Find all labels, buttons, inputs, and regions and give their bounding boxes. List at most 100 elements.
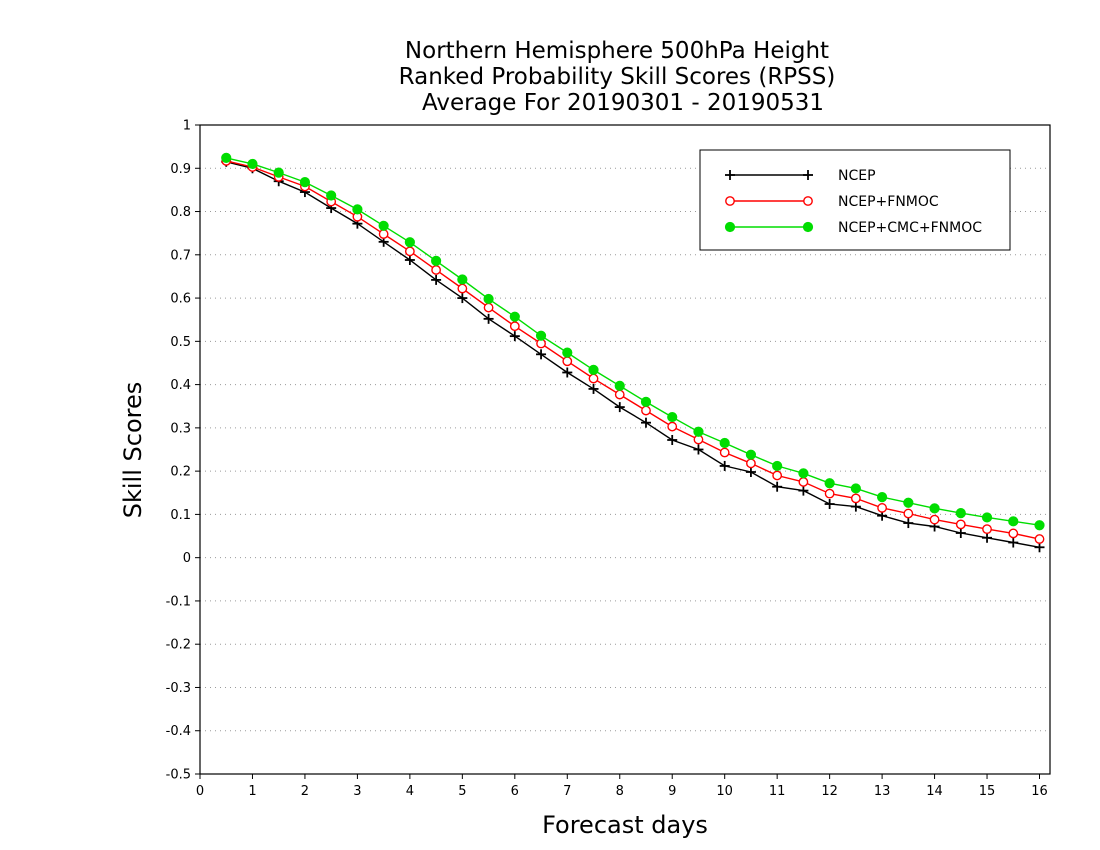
- data-point: [457, 283, 468, 294]
- data-point: [667, 434, 678, 445]
- data-point: [772, 481, 783, 492]
- data-point: [745, 449, 757, 460]
- legend-marker: [725, 196, 735, 206]
- data-point: [247, 158, 258, 170]
- x-axis-title: Forecast days: [542, 811, 708, 839]
- data-point: [824, 478, 835, 489]
- data-point: [1008, 516, 1019, 527]
- y-tick-label: 0.4: [170, 378, 191, 393]
- x-tick-label: 12: [821, 784, 838, 799]
- data-point: [955, 528, 966, 539]
- title-line-3: Average For 20190301 - 20190531: [422, 90, 824, 116]
- legend-entry: NCEP+FNMOC: [725, 194, 939, 210]
- data-point: [982, 532, 993, 543]
- data-point: [1008, 537, 1019, 548]
- data-point: [483, 313, 494, 324]
- x-tick-label: 8: [616, 784, 624, 799]
- series-layer: [221, 152, 1045, 553]
- data-point: [719, 447, 730, 458]
- data-point: [431, 255, 442, 266]
- x-tick-label: 14: [926, 784, 943, 799]
- legend-label: NCEP+FNMOC: [838, 194, 939, 210]
- data-point: [378, 229, 389, 239]
- series-ncep-fnmoc: [221, 156, 1045, 544]
- y-tick-label: 0.3: [170, 421, 191, 436]
- data-point: [667, 411, 678, 423]
- data-point: [431, 265, 442, 275]
- data-point: [903, 497, 914, 508]
- y-tick-label: -0.2: [166, 638, 191, 653]
- legend-label: NCEP: [838, 168, 876, 184]
- data-point: [955, 508, 966, 519]
- chart-title: Northern Hemisphere 500hPa Height Ranked…: [399, 38, 836, 116]
- data-point: [876, 491, 888, 503]
- data-point: [299, 177, 311, 188]
- data-point: [457, 293, 468, 304]
- data-point: [457, 274, 468, 285]
- data-point: [588, 383, 599, 394]
- data-point: [877, 503, 887, 513]
- data-point: [798, 477, 809, 487]
- x-tick-label: 0: [196, 784, 204, 799]
- data-point: [404, 237, 415, 248]
- y-tick-label: -0.3: [166, 681, 191, 696]
- data-point: [955, 519, 966, 530]
- title-line-2: Ranked Probability Skill Scores (RPSS): [399, 64, 836, 90]
- data-point: [378, 220, 389, 231]
- data-point: [798, 468, 809, 479]
- data-point: [536, 349, 547, 360]
- data-point: [509, 321, 520, 332]
- y-tick-label: 0.8: [170, 205, 191, 220]
- data-point: [981, 512, 993, 523]
- data-point: [221, 152, 232, 163]
- y-axis-title: Skill Scores: [119, 382, 147, 519]
- data-point: [509, 311, 520, 322]
- legend-entry: NCEP+CMC+FNMOC: [724, 220, 982, 236]
- data-point: [693, 444, 704, 455]
- data-point: [719, 437, 730, 449]
- legend-marker: [802, 221, 814, 233]
- data-point: [535, 330, 547, 341]
- data-point: [824, 488, 835, 499]
- data-point: [614, 380, 625, 391]
- y-tick-label: 0: [183, 551, 191, 566]
- x-tick-label: 10: [716, 784, 733, 799]
- legend-label: NCEP+CMC+FNMOC: [838, 220, 982, 236]
- y-tick-label: -0.4: [166, 724, 191, 739]
- data-point: [640, 417, 651, 428]
- data-point: [404, 254, 415, 265]
- data-point: [641, 405, 651, 416]
- series-line: [226, 161, 1040, 548]
- data-point: [562, 347, 573, 358]
- data-point: [614, 402, 625, 413]
- data-point: [483, 302, 494, 313]
- data-point: [824, 499, 835, 510]
- legend: NCEP NCEP+FNMOC NCEP+CMC+FNMOC: [699, 149, 1011, 251]
- y-tick-label: 0.5: [170, 335, 191, 350]
- legend-box: [699, 149, 1011, 251]
- data-point: [745, 466, 756, 477]
- x-tick-label: 7: [563, 784, 571, 799]
- data-point: [588, 373, 599, 384]
- y-tick-label: -0.1: [166, 594, 191, 609]
- data-point: [431, 274, 442, 285]
- plot-frame: [199, 124, 1051, 775]
- data-point: [483, 293, 494, 305]
- data-point: [850, 483, 861, 494]
- data-point: [562, 367, 573, 378]
- y-tick-label: 0.7: [170, 248, 191, 263]
- x-tick-label: 4: [406, 784, 414, 799]
- y-tick-label: 0.1: [170, 508, 191, 523]
- data-point: [929, 503, 940, 514]
- y-tick-label: 0.6: [170, 292, 191, 307]
- data-point: [509, 331, 520, 342]
- x-tick-label: 1: [248, 784, 256, 799]
- x-tick-label: 2: [301, 784, 309, 799]
- data-point: [352, 204, 363, 215]
- data-point: [640, 396, 652, 408]
- data-point: [1034, 534, 1045, 544]
- x-tick-label: 16: [1031, 784, 1048, 799]
- x-tick-label: 11: [769, 784, 786, 799]
- data-point: [719, 460, 730, 471]
